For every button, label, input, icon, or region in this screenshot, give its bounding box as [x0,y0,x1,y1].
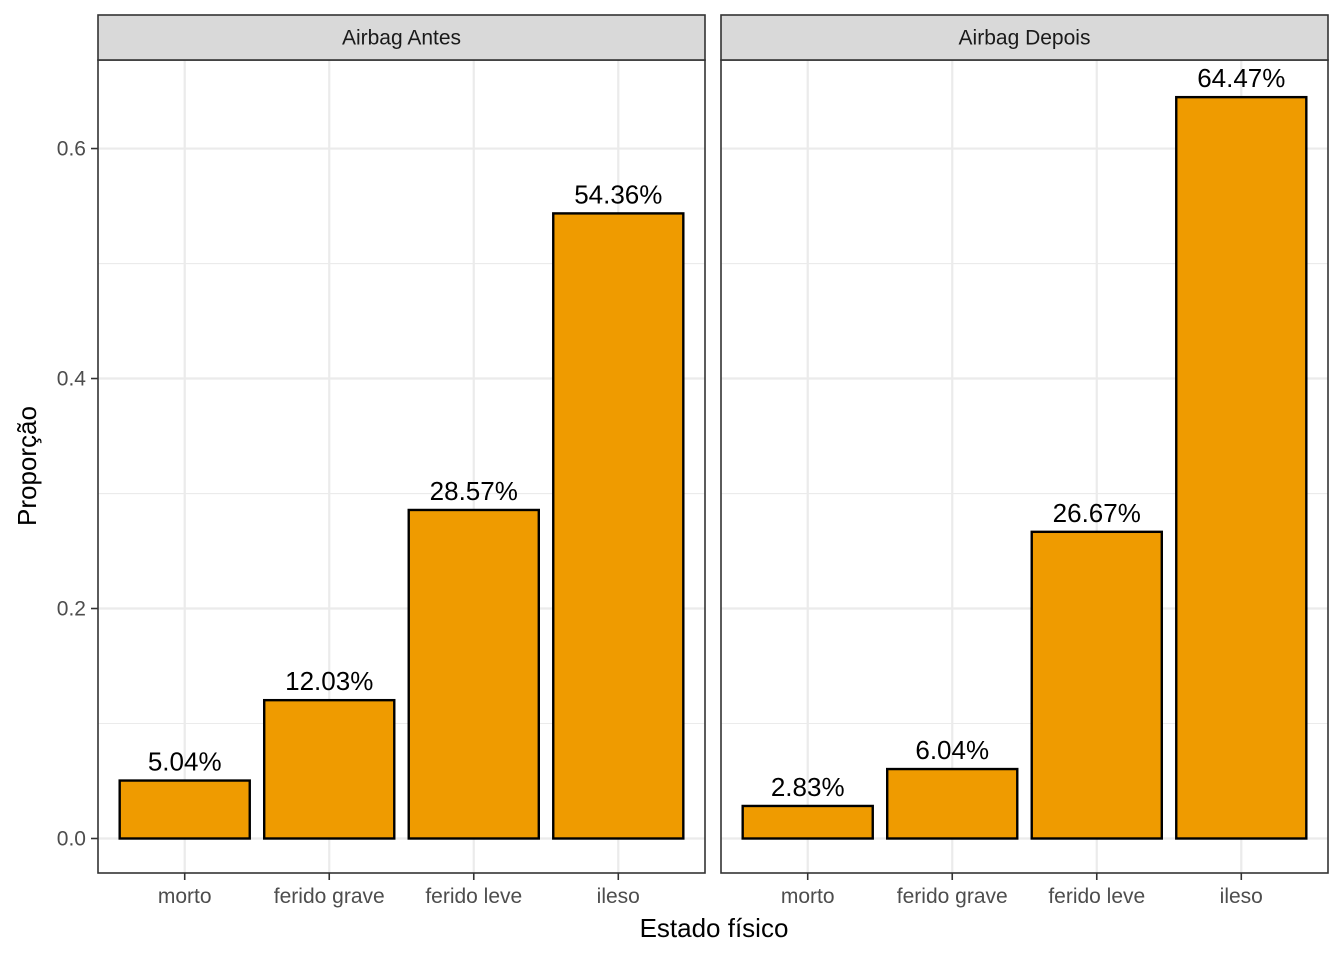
x-tick-label: ferido grave [897,885,1008,908]
bar-value-label: 28.57% [430,476,518,506]
bar-value-label: 6.04% [915,735,989,765]
bar-value-label: 12.03% [285,666,373,696]
facet-title: Airbag Antes [342,27,461,50]
y-axis: 0.0 0.2 0.4 0.6 [57,138,98,851]
y-tick-label: 0.4 [57,368,87,391]
y-tick-label: 0.2 [57,598,86,621]
x-tick-label: ileso [1220,885,1263,908]
bar-ileso [1175,95,1308,840]
bar-value-label: 5.04% [148,747,222,777]
bar-value-label: 64.47% [1197,63,1285,93]
facet-panels: 5.04% 12.03% 28.57% 54.36% Airbag Antes morto… [97,14,1329,908]
bar-ferido-grave [886,767,1019,840]
bar-value-label: 2.83% [771,772,845,802]
bar-ferido-leve [1030,530,1163,840]
x-tick-label: ferido grave [274,885,385,908]
y-tick-label: 0.6 [57,138,86,161]
x-tick-label: ferido leve [1048,885,1145,908]
x-axis-title: Estado físico [640,913,789,943]
bar-morto [741,804,874,840]
bar-ferido-grave [263,698,396,840]
y-axis-title: Proporção [12,406,42,526]
facet-panel: 2.83% 6.04% 26.67% 64.47% Airbag Depois morto… [720,14,1329,908]
x-tick-label: morto [781,885,835,908]
facet-panel: 5.04% 12.03% 28.57% 54.36% Airbag Antes morto… [97,14,706,908]
x-tick-label: ferido leve [425,885,522,908]
facet-strip [97,14,706,61]
x-tick-label: ileso [597,885,640,908]
bar-value-label: 26.67% [1053,498,1141,528]
facet-strip [720,14,1329,61]
bar-ileso [552,212,685,840]
facet-title: Airbag Depois [959,27,1091,50]
y-tick-label: 0.0 [57,828,86,851]
bar-morto [118,779,251,840]
bar-value-label: 54.36% [574,179,662,209]
x-tick-label: morto [158,885,212,908]
bar-ferido-leve [407,508,540,840]
